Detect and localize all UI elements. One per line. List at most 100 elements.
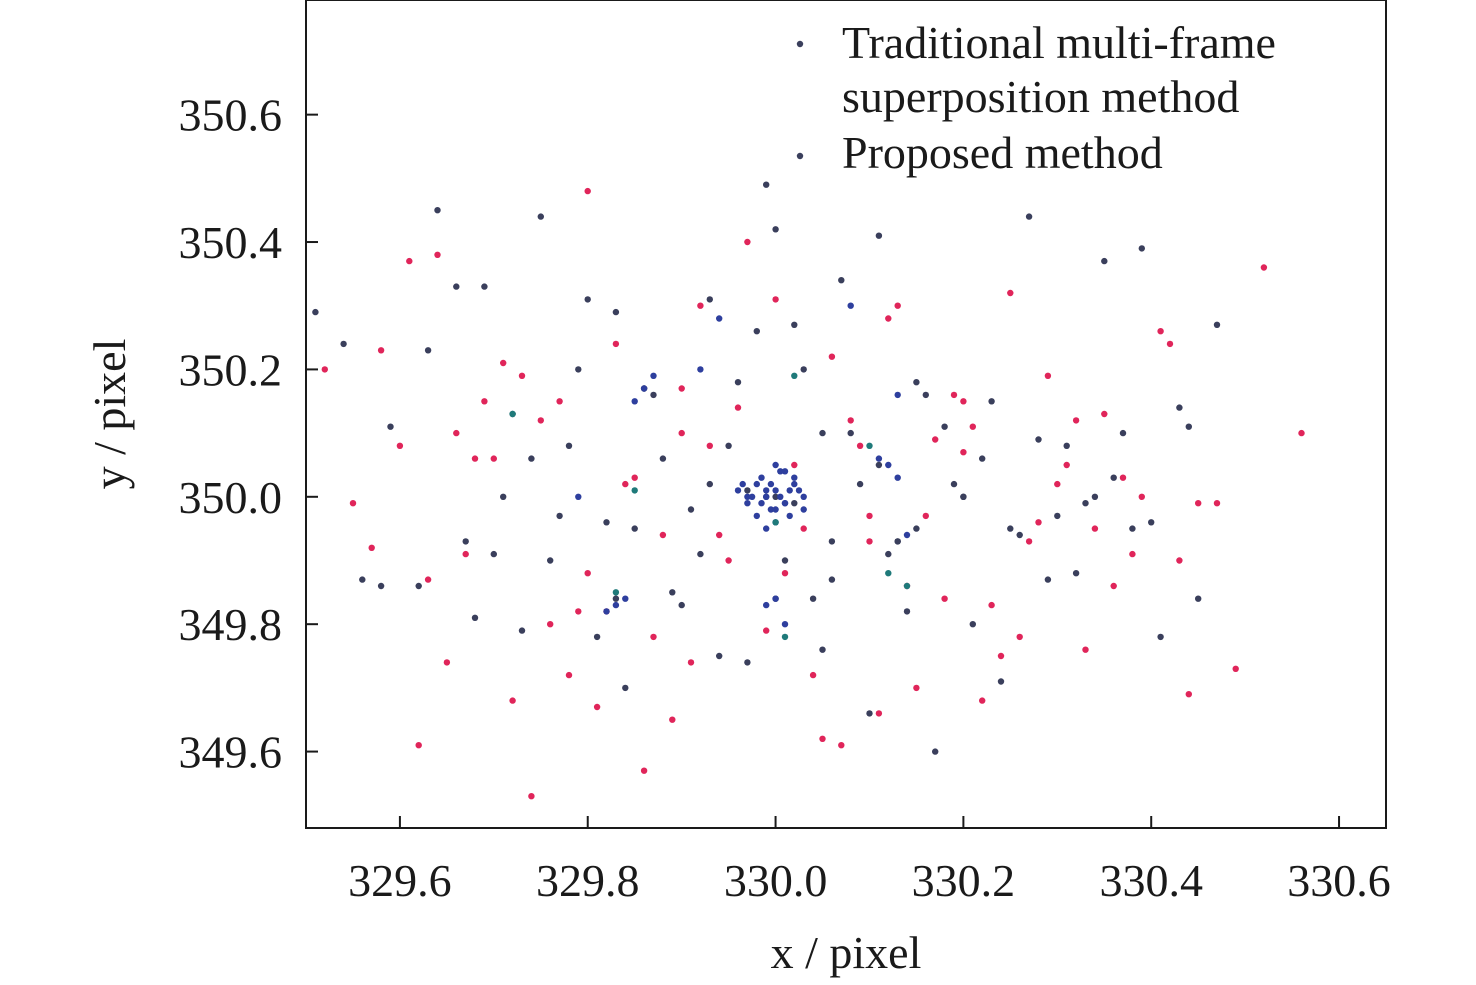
data-point <box>603 608 610 615</box>
data-point <box>584 570 591 577</box>
data-point <box>509 410 516 418</box>
data-point <box>1298 429 1305 437</box>
legend-label-traditional-line2: superposition method <box>842 71 1239 122</box>
data-point <box>650 633 657 641</box>
x-axis-title: x / pixel <box>771 927 922 978</box>
data-point <box>885 461 892 469</box>
data-point <box>584 296 591 303</box>
data-point <box>434 251 441 258</box>
data-point <box>697 550 704 558</box>
data-point <box>791 480 798 488</box>
data-point <box>471 455 479 462</box>
data-point <box>415 582 422 590</box>
data-point <box>894 474 901 481</box>
data-point <box>1129 525 1136 532</box>
data-point <box>528 455 535 462</box>
data-point <box>481 398 488 405</box>
y-tick-label: 350.6 <box>179 90 283 141</box>
x-tick-label: 330.4 <box>1099 855 1203 906</box>
data-point <box>1213 500 1221 507</box>
data-point <box>321 366 328 373</box>
data-point <box>622 595 629 602</box>
data-point <box>490 550 497 558</box>
data-point <box>758 500 765 507</box>
data-point <box>866 512 873 520</box>
data-point <box>772 506 779 513</box>
data-point <box>556 398 563 405</box>
data-point <box>509 697 516 704</box>
data-point <box>791 500 798 507</box>
data-point <box>725 442 732 449</box>
data-point <box>763 627 770 634</box>
data-point <box>603 519 610 526</box>
data-point <box>979 455 986 462</box>
data-point <box>1101 410 1108 418</box>
data-point <box>941 423 948 430</box>
data-point <box>716 652 723 660</box>
data-point <box>838 277 845 284</box>
data-point <box>763 525 770 532</box>
data-point <box>1044 372 1052 379</box>
x-tick-label: 330.2 <box>912 855 1016 906</box>
data-point <box>1016 531 1023 539</box>
data-point <box>1016 633 1023 641</box>
data-point <box>777 493 784 500</box>
data-point <box>734 379 742 386</box>
data-point <box>875 710 883 717</box>
data-point <box>734 487 742 494</box>
data-point <box>894 302 901 309</box>
data-point <box>1035 436 1042 443</box>
data-point <box>763 601 770 609</box>
data-point <box>1072 570 1080 577</box>
data-point <box>584 187 591 195</box>
data-point <box>500 493 507 500</box>
y-tick-label: 350.2 <box>179 344 283 395</box>
data-point <box>575 493 582 500</box>
data-point <box>950 480 958 488</box>
data-point <box>772 595 779 602</box>
data-point <box>443 659 451 666</box>
data-point <box>800 506 807 513</box>
data-point <box>349 500 357 507</box>
data-point <box>903 582 911 590</box>
data-point <box>875 232 883 239</box>
data-point <box>631 525 638 532</box>
data-point <box>612 589 620 596</box>
data-point <box>612 340 620 348</box>
data-point <box>1166 340 1174 348</box>
data-point <box>856 480 864 488</box>
data-point <box>565 442 573 449</box>
data-point <box>781 500 789 507</box>
data-point <box>716 531 723 539</box>
data-point <box>791 461 798 469</box>
data-point <box>1176 404 1183 411</box>
data-point <box>744 500 751 507</box>
data-point <box>640 767 648 774</box>
data-point <box>396 442 404 449</box>
legend: Traditional multi-frame superposition me… <box>796 17 1276 178</box>
data-point <box>500 359 507 367</box>
data-point <box>481 283 488 290</box>
data-point <box>819 646 826 653</box>
data-point <box>781 468 789 475</box>
data-point <box>518 372 526 379</box>
data-point <box>847 429 854 437</box>
data-point <box>979 697 986 704</box>
data-point <box>453 429 460 437</box>
data-point <box>960 398 967 405</box>
data-point <box>819 429 826 437</box>
data-point <box>659 531 667 539</box>
data-point <box>748 493 756 500</box>
data-point <box>781 570 789 577</box>
legend-label-proposed: Proposed method <box>842 127 1163 178</box>
data-point <box>753 328 760 335</box>
data-point <box>885 550 892 558</box>
data-point <box>631 398 638 405</box>
x-tick-label: 329.6 <box>348 855 452 906</box>
data-point <box>1035 519 1042 526</box>
data-point <box>706 442 713 449</box>
data-point <box>424 347 432 354</box>
data-point <box>885 570 892 577</box>
data-point <box>565 671 573 679</box>
